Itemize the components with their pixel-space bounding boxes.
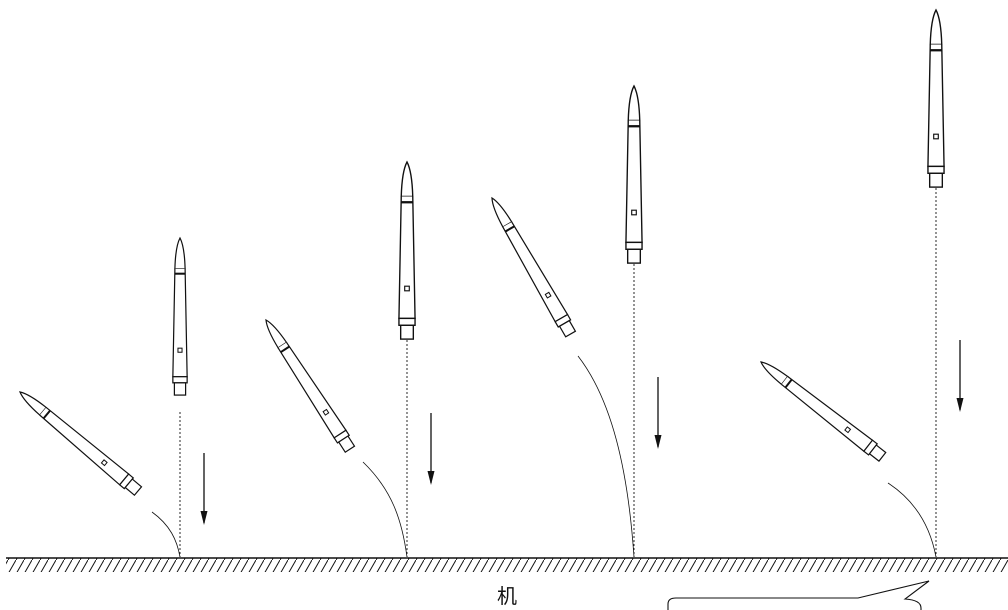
falling-arrow-icon	[426, 412, 436, 486]
falling-arrow-icon	[653, 376, 663, 450]
stylus-icon	[259, 315, 357, 454]
drop-3	[484, 84, 663, 558]
drop-2	[259, 160, 436, 558]
stylus-icon	[755, 355, 888, 464]
stylus-icon	[14, 385, 144, 498]
falling-arrow-icon	[955, 339, 965, 413]
falling-arrow-icon	[199, 452, 209, 526]
ground-label: 机	[497, 584, 517, 608]
trajectory-curve	[577, 355, 635, 558]
stylus-icon	[484, 193, 578, 339]
drop-4	[755, 8, 965, 558]
drop-1	[14, 236, 209, 558]
trajectory-curve	[887, 482, 937, 558]
trajectory-curve	[362, 461, 408, 558]
stylus-icon	[171, 236, 189, 397]
trajectory-curve	[151, 511, 181, 558]
stylus-icon	[926, 8, 946, 189]
speech-callout-icon	[667, 580, 930, 610]
stylus-icon	[624, 84, 644, 265]
hatched-ground-icon	[6, 557, 1008, 572]
stylus-icon	[397, 160, 417, 341]
